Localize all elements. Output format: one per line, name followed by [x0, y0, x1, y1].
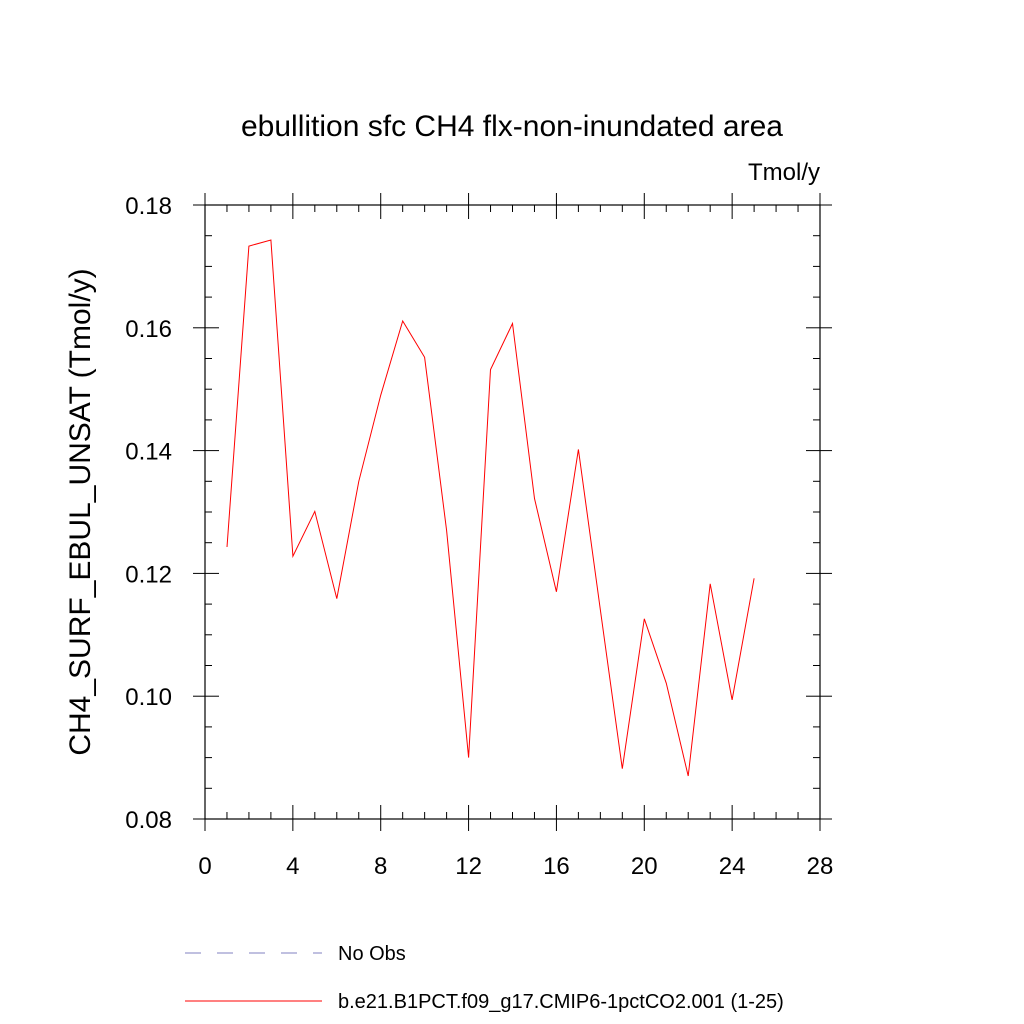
- y-tick-label: 0.08: [125, 807, 172, 834]
- y-tick-label: 0.10: [125, 684, 172, 711]
- legend-label-model: b.e21.B1PCT.f09_g17.CMIP6-1pctCO2.001 (1…: [338, 991, 784, 1013]
- legend: No Obs b.e21.B1PCT.f09_g17.CMIP6-1pctCO2…: [185, 943, 784, 1013]
- x-tick-label: 20: [631, 853, 658, 880]
- plot-frame: [204, 204, 821, 820]
- x-tick-label: 24: [719, 853, 746, 880]
- legend-label-no-obs: No Obs: [338, 943, 406, 965]
- x-tick-label: 4: [286, 853, 299, 880]
- y-tick-label: 0.14: [125, 439, 172, 466]
- x-tick-label: 0: [198, 853, 211, 880]
- y-tick-label: 0.16: [125, 316, 172, 343]
- series-lines: [226, 239, 755, 777]
- axis-tick-labels: 0 4 8 12 16 20 24 28 0.08 0.10 0.12 0.14 0.16 0.18: [125, 193, 833, 880]
- y-tick-label: 0.18: [125, 193, 172, 220]
- y-axis-label: CH4_SURF_EBUL_UNSAT (Tmol/y): [64, 268, 97, 755]
- units-label: Tmol/y: [748, 159, 820, 186]
- axis-ticks: [193, 193, 832, 831]
- series-line-0: [226, 239, 755, 777]
- x-tick-label: 28: [807, 853, 834, 880]
- x-tick-label: 12: [455, 853, 482, 880]
- y-tick-label: 0.12: [125, 561, 172, 588]
- x-tick-label: 8: [374, 853, 387, 880]
- chart-title: ebullition sfc CH4 flx-non-inundated are…: [241, 110, 783, 143]
- x-tick-label: 16: [543, 853, 570, 880]
